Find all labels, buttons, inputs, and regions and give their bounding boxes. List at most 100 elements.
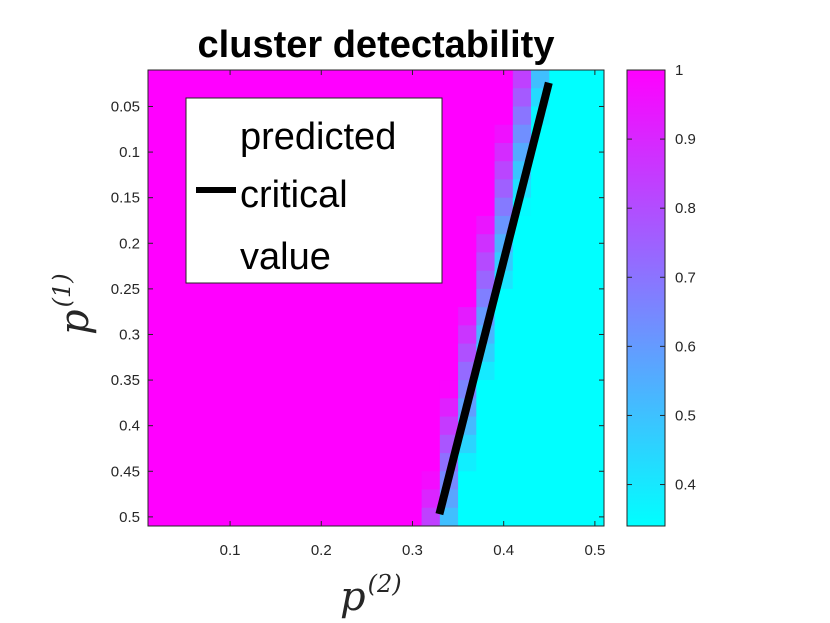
heatmap-cell	[585, 343, 605, 363]
heatmap-cell	[494, 361, 514, 381]
colorbar-frame	[626, 69, 666, 527]
heatmap-cell	[531, 380, 550, 399]
heatmap-cell	[567, 124, 587, 144]
heatmap-cell	[166, 106, 185, 126]
heatmap-cell	[148, 307, 167, 326]
heatmap-cell	[293, 507, 313, 527]
colorbar	[627, 70, 665, 526]
heatmap-cell	[567, 307, 587, 326]
heatmap-cell	[585, 124, 605, 144]
heatmap-cell	[476, 361, 496, 381]
heatmap-cell	[458, 197, 477, 217]
heatmap-cell	[330, 453, 350, 472]
heatmap-cell	[567, 106, 587, 126]
heatmap-cell	[312, 453, 331, 472]
heatmap-cell	[148, 197, 167, 217]
heatmap-cell	[184, 416, 204, 436]
y-tick-label: 0.3	[119, 326, 140, 343]
heatmap-cell	[476, 434, 496, 454]
heatmap-cell	[403, 398, 423, 418]
heatmap-cell	[166, 398, 185, 418]
heatmap-cell	[585, 471, 605, 491]
heatmap-cell	[312, 489, 331, 509]
heatmap-cell	[476, 215, 496, 235]
heatmap-cell	[531, 489, 550, 509]
heatmap-cell	[476, 197, 496, 217]
heatmap-cell	[494, 434, 514, 454]
heatmap-cell	[293, 489, 313, 509]
heatmap-cell	[239, 325, 258, 345]
heatmap-cell	[220, 398, 240, 418]
heatmap-cell	[148, 507, 167, 527]
colorbar-tick-label: 0.5	[675, 407, 696, 424]
heatmap-cell	[148, 361, 167, 381]
heatmap-cell	[202, 471, 222, 491]
heatmap-cell	[348, 343, 368, 363]
heatmap-cell	[220, 453, 240, 472]
heatmap-cell	[257, 343, 277, 363]
heatmap-cell	[385, 288, 404, 308]
colorbar-tick-label: 0.7	[675, 269, 696, 286]
heatmap-cell	[166, 124, 185, 144]
heatmap-cell	[458, 507, 477, 527]
heatmap-cell	[585, 270, 605, 290]
heatmap-cell	[494, 343, 514, 363]
heatmap-cell	[385, 507, 404, 527]
heatmap-cell	[512, 361, 532, 381]
heatmap-cell	[385, 380, 404, 399]
heatmap-cell	[439, 252, 459, 272]
heatmap-cell	[239, 398, 258, 418]
plot-frame	[147, 69, 605, 527]
colorbar-tick-label: 1	[675, 62, 683, 79]
heatmap-cell	[439, 288, 459, 308]
heatmap-cell	[220, 307, 240, 326]
heatmap-cell	[239, 416, 258, 436]
heatmap-cell	[275, 398, 295, 418]
heatmap-cell	[531, 507, 550, 527]
heatmap-cell	[531, 325, 550, 345]
heatmap-cell	[184, 361, 204, 381]
heatmap-cell	[476, 252, 496, 272]
heatmap-cell	[257, 416, 277, 436]
heatmap-cell	[366, 434, 386, 454]
heatmap-cell	[257, 307, 277, 326]
heatmap-cell	[512, 380, 532, 399]
heatmap-cell	[549, 252, 569, 272]
heatmap-cell	[512, 270, 532, 290]
heatmap-cell	[531, 471, 550, 491]
heatmap-cell	[585, 380, 605, 399]
heatmap-cell	[494, 142, 514, 162]
x-tick-label: 0.3	[402, 542, 423, 559]
heatmap-cell	[421, 343, 441, 363]
heatmap-cell	[476, 161, 496, 180]
heatmap-cell	[366, 453, 386, 472]
heatmap-cell	[549, 288, 569, 308]
heatmap-cell	[275, 471, 295, 491]
heatmap-cell	[166, 453, 185, 472]
heatmap-cell	[275, 307, 295, 326]
heatmap-cell	[403, 288, 423, 308]
colorbar-tick-label: 0.4	[675, 477, 696, 494]
heatmap-cell	[148, 88, 167, 107]
heatmap-cell	[312, 398, 331, 418]
heatmap-cell	[312, 434, 331, 454]
heatmap-cell	[567, 398, 587, 418]
heatmap-cell	[585, 325, 605, 345]
heatmap-cell	[512, 434, 532, 454]
heatmap-cell	[567, 361, 587, 381]
heatmap-cell	[585, 88, 605, 107]
heatmap-cell	[476, 106, 496, 126]
heatmap-cell	[512, 252, 532, 272]
heatmap-cell	[421, 507, 441, 527]
heatmap-cell	[421, 70, 441, 89]
heatmap-cell	[239, 288, 258, 308]
heatmap-cell	[148, 416, 167, 436]
heatmap-cell	[494, 88, 514, 107]
heatmap-cell	[148, 161, 167, 180]
heatmap-cell	[476, 489, 496, 509]
heatmap-cell	[549, 489, 569, 509]
heatmap-cell	[366, 489, 386, 509]
heatmap-cell	[549, 124, 569, 144]
heatmap-cell	[148, 270, 167, 290]
heatmap-cell	[494, 124, 514, 144]
